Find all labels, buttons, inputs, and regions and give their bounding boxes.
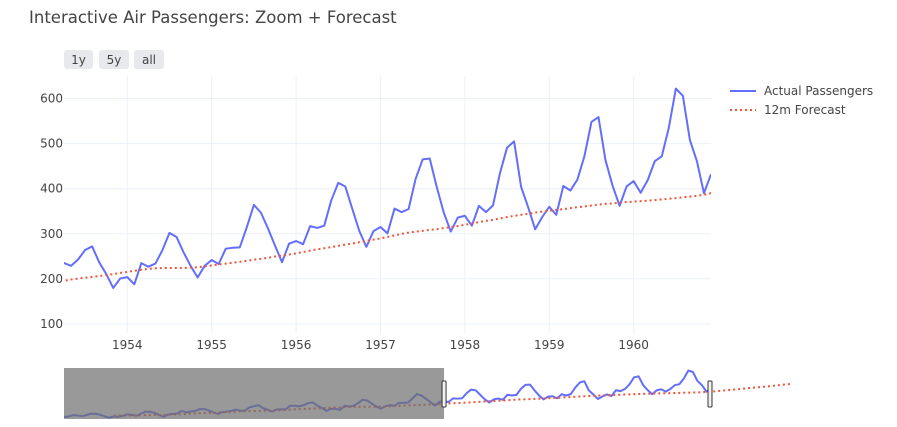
x-tick-label: 1956 [281, 338, 312, 352]
range-slider-handle-right[interactable] [707, 380, 713, 408]
y-axis: 100 200 300 400 500 600 [40, 92, 63, 331]
y-tick-label: 600 [40, 92, 63, 106]
legend-line-forecast-icon [730, 108, 756, 111]
x-tick-label: 1954 [112, 338, 143, 352]
range-button-5y[interactable]: 5y [99, 50, 129, 69]
legend-item-forecast[interactable]: 12m Forecast [728, 100, 873, 119]
legend-line-actual-icon [730, 89, 756, 92]
x-tick-label: 1960 [618, 338, 649, 352]
chart-title: Interactive Air Passengers: Zoom + Forec… [29, 8, 397, 27]
range-slider [63, 367, 793, 420]
legend-label-actual: Actual Passengers [764, 83, 874, 98]
range-button-1y[interactable]: 1y [64, 50, 93, 69]
y-tick-label: 200 [40, 272, 63, 286]
gridlines [64, 76, 711, 333]
legend-item-actual[interactable]: Actual Passengers [728, 81, 873, 100]
series-line-actual [64, 87, 711, 289]
range-button-all[interactable]: all [134, 50, 164, 69]
range-slider-mask [64, 368, 445, 419]
x-tick-label: 1958 [450, 338, 481, 352]
x-axis: 1954 1955 1956 1957 1958 1959 1960 [112, 338, 649, 352]
y-tick-label: 300 [40, 227, 63, 241]
series-line-forecast [64, 192, 711, 282]
range-slider-handle-left[interactable] [441, 380, 447, 408]
x-tick-label: 1955 [196, 338, 227, 352]
slider-line-forecast [113, 382, 793, 417]
legend-label-forecast: 12m Forecast [764, 102, 846, 117]
x-tick-label: 1957 [365, 338, 396, 352]
x-tick-label: 1959 [534, 338, 565, 352]
plot-area [64, 87, 711, 289]
legend: Actual Passengers 12m Forecast [728, 81, 873, 119]
y-tick-label: 400 [40, 182, 63, 196]
y-tick-label: 100 [40, 317, 63, 331]
y-tick-label: 500 [40, 137, 63, 151]
